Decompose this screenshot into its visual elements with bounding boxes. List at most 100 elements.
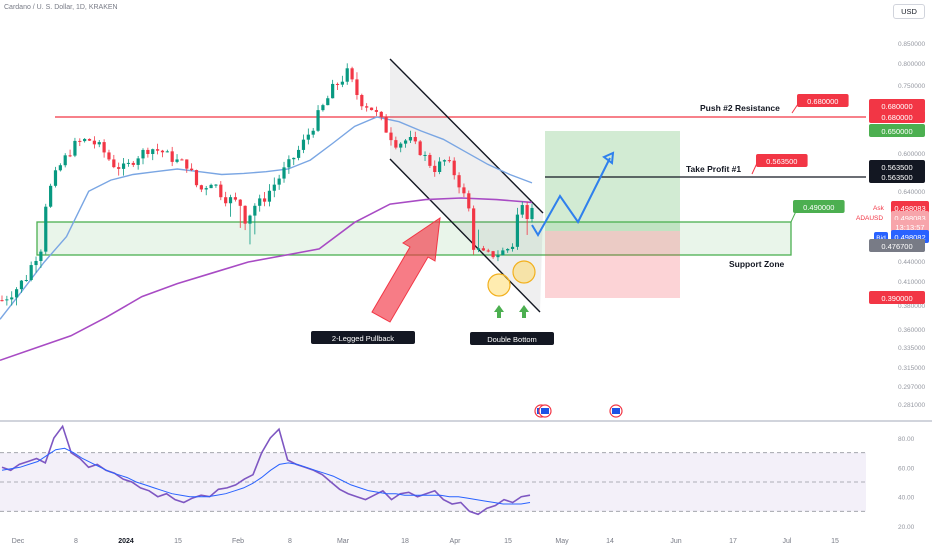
candle-body (301, 139, 306, 150)
axis-tag-resistance-1: 0.680000 (881, 102, 912, 111)
candle-body (331, 83, 335, 99)
axis-tag-bid: 0.498082 (894, 233, 925, 242)
price-tick-label: 0.850000 (898, 41, 925, 48)
price-tick-label: 0.360000 (898, 327, 925, 334)
axis-tag-ask-bg (891, 201, 929, 214)
candle-body (335, 83, 340, 85)
candle-body (170, 151, 174, 162)
candle-body (97, 142, 101, 145)
price-axis-panel (866, 0, 932, 550)
candle-body (292, 157, 296, 160)
candle-body (83, 138, 87, 142)
axis-tag-resistance-2: 0.680000 (881, 113, 912, 122)
candle-body (29, 265, 33, 280)
axis-tag-countdown-bg (891, 220, 929, 233)
candle-body (462, 187, 466, 194)
candle-body (452, 160, 456, 176)
candle-body (190, 168, 194, 171)
candle-body (321, 105, 325, 111)
candle-body (24, 279, 28, 281)
channel-lower-line (389, 158, 541, 313)
candle-body (413, 137, 417, 142)
entry-tag: 0.490000 (803, 203, 834, 212)
candle-body (34, 260, 38, 266)
candle-body (199, 185, 203, 190)
date-tick-label: Feb (232, 538, 244, 545)
candle-body (423, 154, 427, 156)
candle-body (506, 248, 510, 251)
price-tick-label: 0.380000 (898, 303, 925, 310)
candle-body (180, 159, 184, 161)
axis-tag-takeprofit-2-bg (869, 170, 925, 183)
price-tick-label: 0.281000 (898, 402, 925, 409)
candle-body (58, 165, 62, 171)
price-tick-label: 0.600000 (898, 151, 925, 158)
candle-body (204, 188, 208, 190)
event-flag-field (541, 408, 549, 414)
candle-body (282, 167, 286, 179)
date-tick-label: 15 (504, 538, 512, 545)
axis-tag-ask: 0.498083 (894, 204, 925, 213)
rsi-tick-label: 80.00 (898, 436, 915, 443)
candle-body (316, 110, 320, 131)
candle-body (126, 162, 131, 164)
date-tick-label: 15 (174, 538, 182, 545)
candle-body (63, 155, 67, 166)
candle-body (136, 158, 140, 165)
candle-body (262, 198, 267, 202)
candle-body (165, 151, 169, 153)
candle-body (248, 215, 252, 224)
candle-body (214, 184, 218, 186)
candle-body (53, 170, 58, 186)
axis-tag-low-bg (869, 239, 925, 252)
candle-body (365, 106, 369, 108)
candle-body (258, 198, 262, 206)
price-tick-label: 0.750000 (898, 83, 925, 90)
candle-body (49, 185, 53, 207)
candle-body (525, 205, 529, 220)
candle-body (355, 79, 359, 95)
candle-body (112, 159, 116, 168)
candle-body (87, 138, 92, 141)
candle-body (0, 300, 4, 302)
rsi-tick-label: 60.00 (898, 465, 915, 472)
axis-tag-takeprofit-2: 0.563500 (881, 173, 912, 182)
candle-body (520, 205, 524, 215)
candle-body (438, 161, 442, 172)
candle-body (233, 197, 237, 200)
candle-body (131, 162, 135, 165)
candle-body (491, 251, 495, 258)
event-flag-field (612, 408, 620, 414)
candle-body (102, 142, 106, 153)
ask-label: Ask (873, 205, 885, 212)
date-tick-label: Jun (670, 538, 681, 545)
date-tick-label: May (555, 538, 569, 545)
pullback-arrow (371, 216, 441, 323)
price-tick-label: 0.440000 (898, 259, 925, 266)
take-profit-label: Take Profit #1 (686, 164, 741, 174)
price-tick-label: 0.297000 (898, 384, 925, 391)
candle-body (326, 98, 330, 106)
axis-tag-takeprofit-1: 0.563500 (881, 163, 912, 172)
date-tick-label: 17 (729, 538, 737, 545)
projection-path (531, 157, 611, 237)
double-bottom-annotation-bg (470, 332, 554, 345)
candle-body (340, 81, 344, 85)
currency-button[interactable]: USD (893, 4, 925, 19)
candle-body (360, 94, 364, 107)
double-bottom-marker-2 (512, 260, 536, 284)
candle-body (146, 149, 150, 155)
rsi-tick-label: 20.00 (898, 524, 915, 531)
candle-body (19, 280, 24, 290)
candle-body (194, 170, 199, 186)
candle-body (121, 163, 126, 169)
candle-body (272, 184, 276, 191)
double-bottom-annotation: Double Bottom (487, 335, 537, 344)
take-profit-tag: 0.563500 (766, 157, 797, 166)
resistance-tag: 0.680000 (807, 97, 838, 106)
price-tick-label: 0.315000 (898, 365, 925, 372)
take-profit-tag-bg (756, 154, 808, 167)
candle-body (369, 107, 374, 111)
candle-body (297, 149, 301, 158)
